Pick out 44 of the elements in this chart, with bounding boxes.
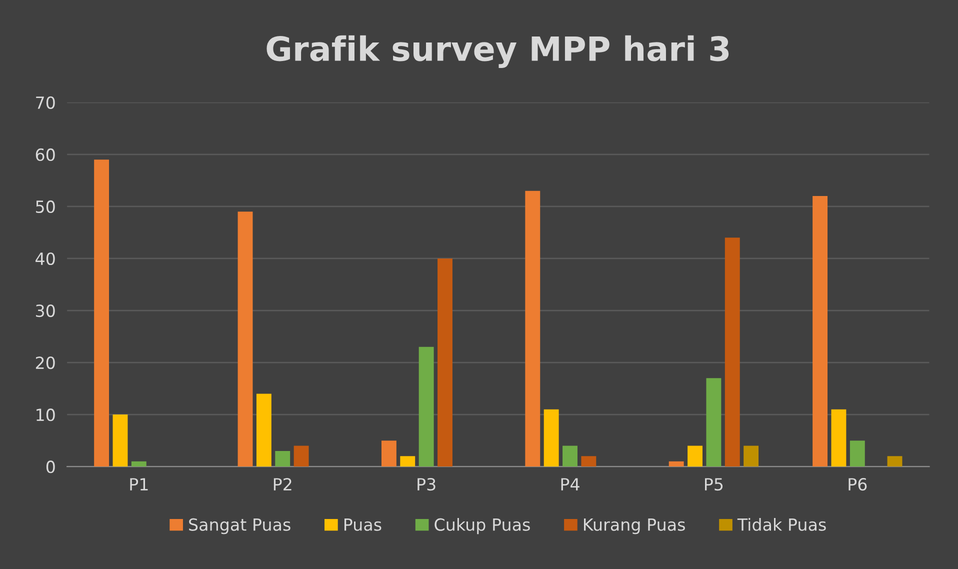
bar xyxy=(706,378,722,467)
y-tick-label: 20 xyxy=(36,356,55,370)
bar xyxy=(581,456,596,467)
bar xyxy=(275,450,290,467)
bar xyxy=(724,238,740,467)
bar xyxy=(112,414,128,467)
legend-label: Sangat Puas xyxy=(189,518,290,534)
y-tick-label: 40 xyxy=(36,252,55,266)
bar xyxy=(294,446,309,467)
bar xyxy=(688,446,702,467)
bar xyxy=(418,346,434,467)
bar xyxy=(544,409,559,467)
bar xyxy=(94,160,110,467)
y-tick-label: 30 xyxy=(36,304,55,318)
bar xyxy=(438,258,452,467)
bar xyxy=(744,446,759,467)
y-tick-label: 70 xyxy=(36,96,55,109)
x-tick-label: P2 xyxy=(274,478,292,490)
y-tick-label: 50 xyxy=(36,200,55,214)
y-tick-label: 10 xyxy=(36,408,55,422)
legend-label: Cukup Puas xyxy=(434,518,530,534)
bar xyxy=(812,196,828,467)
x-tick-label: P4 xyxy=(561,478,580,490)
bar xyxy=(400,456,416,467)
legend-label: Kurang Puas xyxy=(584,518,685,534)
bar xyxy=(525,190,540,467)
bar xyxy=(831,409,846,467)
bar xyxy=(668,461,684,467)
bar xyxy=(887,456,902,467)
bar xyxy=(562,446,578,467)
y-tick-label: 0 xyxy=(46,460,55,474)
bar xyxy=(238,212,253,467)
bar xyxy=(131,461,146,467)
bar xyxy=(256,394,272,467)
chart-title: Grafik survey MPP hari 3 xyxy=(266,35,729,68)
x-tick-label: P3 xyxy=(418,478,436,491)
bar xyxy=(850,440,865,467)
x-tick-label: P1 xyxy=(130,478,148,490)
legend-label: Tidak Puas xyxy=(737,518,826,531)
legend-label: Puas xyxy=(344,518,382,531)
bar xyxy=(381,440,396,467)
x-tick-label: P5 xyxy=(705,478,723,491)
y-tick-label: 60 xyxy=(36,148,55,162)
x-tick-label: P6 xyxy=(848,478,867,491)
